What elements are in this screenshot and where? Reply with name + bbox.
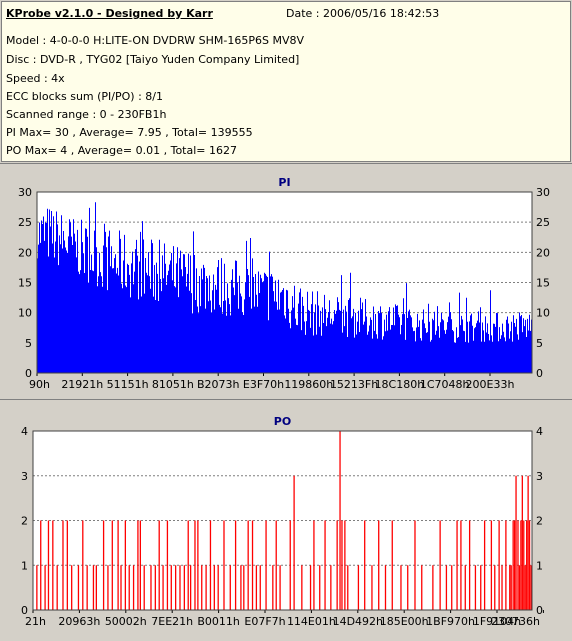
scan-date: Date : 2006/05/16 18:42:53	[286, 7, 440, 20]
x-tick-label: 20963h	[58, 615, 100, 628]
x-tick-label: 114E01h	[287, 615, 336, 628]
y-tick-label-right: 0	[536, 367, 543, 380]
x-tick-label: B0011h	[197, 615, 240, 628]
x-tick-label: 50002h	[105, 615, 147, 628]
x-tick-label: E3F70h	[243, 378, 284, 391]
pi-summary: PI Max= 30 , Average= 7.95 , Total= 1395…	[6, 126, 253, 139]
x-tick-label: 21h	[25, 615, 46, 628]
drive-model: Model : 4-0-0-0 H:LITE-ON DVDRW SHM-165P…	[6, 34, 305, 47]
y-tick-label-left: 20	[18, 246, 32, 259]
y-tick-label-right: 3	[536, 470, 543, 483]
chart-title: PO	[274, 415, 291, 428]
x-tick-label: 21921h	[61, 378, 103, 391]
x-tick-label: E07F7h	[244, 615, 285, 628]
y-tick-label-right: 5	[536, 337, 543, 350]
po-chart-panel: PO 0 0 1 1 2 2 3 3 4 4 21h 20963h 50002h 7EE21h B0011h E…	[0, 399, 572, 637]
x-tick-label: 200E33h	[466, 378, 515, 391]
x-tick-label: 1F9104h	[473, 615, 521, 628]
scanned-range: Scanned range : 0 - 230FB1h	[6, 108, 167, 121]
plot-border	[32, 430, 533, 611]
x-tick-label: 7EE21h	[151, 615, 193, 628]
x-tick-label: 1C7048h	[420, 378, 470, 391]
y-tick-label-right: 4	[536, 425, 543, 438]
y-tick-label-left: 0	[21, 604, 28, 617]
x-tick-label: 230736h	[491, 615, 540, 628]
x-tick-label: 51151h	[107, 378, 149, 391]
x-tick-label: 1BF970h	[426, 615, 475, 628]
x-tick-label: 119860h	[284, 378, 333, 391]
y-tick-label-right: 10	[536, 307, 550, 320]
y-tick-label-left: 10	[18, 307, 32, 320]
y-tick-label-right: 0	[536, 604, 543, 617]
y-tick-label-right: 1	[536, 559, 543, 572]
x-tick-label: 185E00h	[380, 615, 429, 628]
y-tick-label-left: 2	[21, 515, 28, 528]
y-tick-label-left: 25	[18, 216, 32, 229]
y-tick-label-left: 5	[25, 337, 32, 350]
y-tick-label-left: 4	[21, 425, 28, 438]
y-tick-label-left: 1	[21, 559, 28, 572]
x-tick-label: 18C180h	[375, 378, 425, 391]
y-tick-label-right: 20	[536, 246, 550, 259]
plot-border	[36, 191, 533, 374]
pi-chart-panel: PI 0 0 5 5 10 10 15 15 20 20 25 25 30 30 90h 21921h 51151…	[0, 163, 572, 396]
y-tick-label-right: 25	[536, 216, 550, 229]
app-title: KProbe v2.1.0 - Designed by Karr	[6, 7, 213, 20]
y-tick-label-left: 30	[18, 186, 32, 199]
info-panel: KProbe v2.1.0 - Designed by Karr Date : …	[1, 1, 571, 162]
scan-speed: Speed : 4x	[6, 72, 65, 85]
x-tick-label: 81051h	[152, 378, 194, 391]
y-tick-label-right: 15	[536, 277, 550, 290]
y-tick-label-left: 3	[21, 470, 28, 483]
po-chart: PO 0 0 1 1 2 2 3 3 4 4 21h 20963h 50002h 7EE21h B0011h E…	[21, 415, 544, 628]
x-tick-label: 15213Fh	[330, 378, 378, 391]
x-tick-label: 14D492h	[333, 615, 383, 628]
pi-chart: PI 0 0 5 5 10 10 15 15 20 20 25 25 30 30 90h 21921h 51151…	[18, 176, 550, 391]
chart-title: PI	[278, 176, 290, 189]
disc-info: Disc : DVD-R , TYG02 [Taiyo Yuden Compan…	[6, 53, 300, 66]
y-tick-label-left: 15	[18, 277, 32, 290]
po-summary: PO Max= 4 , Average= 0.01 , Total= 1627	[6, 144, 237, 157]
y-tick-label-left: 0	[25, 367, 32, 380]
x-tick-label: 90h	[29, 378, 50, 391]
x-tick-label: B2073h	[197, 378, 240, 391]
ecc-blocks: ECC blocks sum (PI/PO) : 8/1	[6, 90, 163, 103]
y-tick-label-right: 2	[536, 515, 543, 528]
y-tick-label-right: 30	[536, 186, 550, 199]
